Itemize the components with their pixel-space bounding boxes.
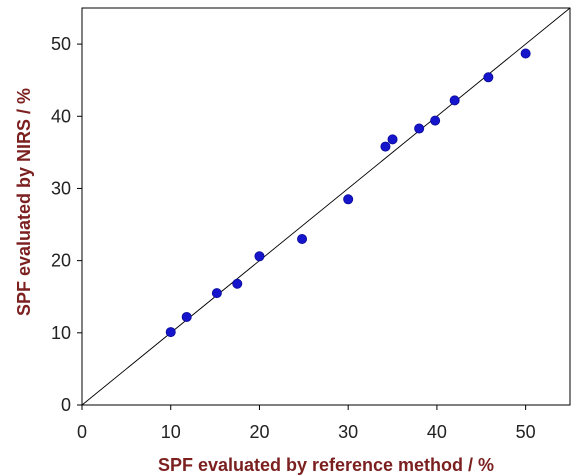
x-tick-label: 50: [516, 422, 536, 442]
data-point: [430, 115, 441, 126]
y-tick-label: 30: [51, 178, 71, 198]
data-point: [380, 141, 391, 152]
plot-area: 0 10 20 30 40 50 0 10 20 30 40 50: [51, 7, 571, 442]
data-point: [449, 95, 460, 106]
x-tick-label: 0: [77, 422, 87, 442]
y-tick-label: 0: [61, 395, 71, 415]
x-tick-label: 20: [249, 422, 269, 442]
data-point: [211, 288, 222, 299]
data-point: [297, 233, 308, 244]
identity-line: [81, 7, 571, 406]
y-axis-title: SPF evaluated by NIRS / %: [14, 88, 34, 316]
data-point: [414, 123, 425, 134]
data-point: [387, 134, 398, 145]
x-axis-title: SPF evaluated by reference method / %: [158, 455, 494, 475]
data-point: [483, 72, 494, 83]
data-point: [232, 278, 243, 289]
y-tick-label: 50: [51, 34, 71, 54]
y-tick-label: 20: [51, 251, 71, 271]
y-tick-label: 10: [51, 323, 71, 343]
data-point: [520, 48, 531, 59]
x-tick-label: 30: [338, 422, 358, 442]
data-point: [343, 194, 354, 205]
x-tick-label: 10: [161, 422, 181, 442]
data-point: [165, 327, 176, 338]
y-tick-label: 40: [51, 106, 71, 126]
data-point: [254, 251, 265, 262]
plot-frame: [81, 7, 571, 406]
data-point: [181, 311, 192, 322]
x-tick-label: 40: [427, 422, 447, 442]
